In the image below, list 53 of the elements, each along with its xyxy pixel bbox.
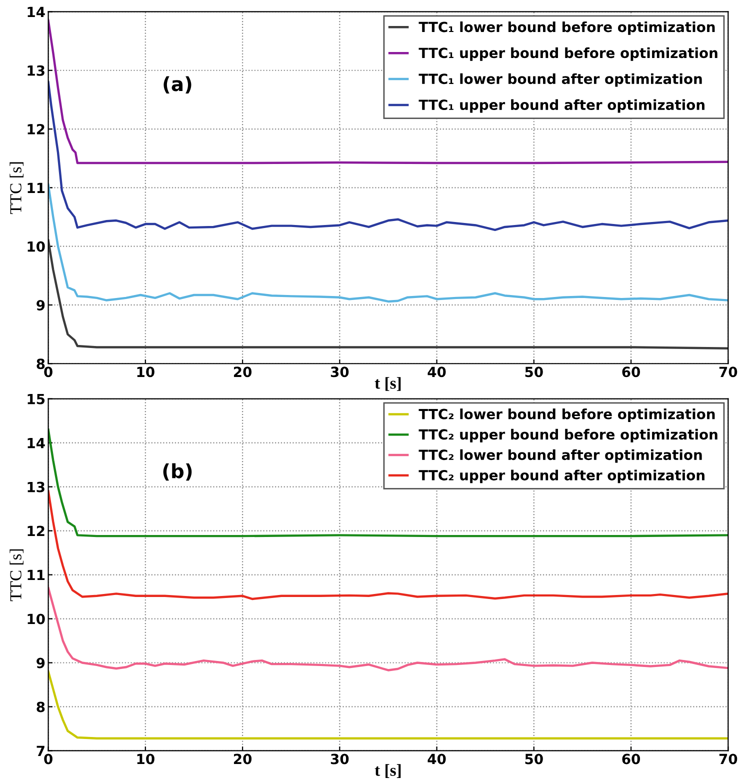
legend-label: TTC₁ lower bound before optimization — [418, 21, 715, 35]
legend-label: TTC₁ upper bound after optimization — [418, 99, 704, 113]
x-tick-label: 30 — [330, 754, 349, 764]
x-tick-label: 70 — [719, 366, 738, 378]
y-tick-label: 12 — [28, 526, 44, 536]
legend-label: TTC₂ lower bound after optimization — [418, 449, 702, 463]
x-tick-label: 10 — [137, 366, 154, 378]
y-axis-title: TTC [s] — [10, 549, 24, 602]
x-axis-title: t [s] — [374, 377, 401, 391]
y-tick-label: 11 — [28, 182, 45, 193]
annotation: (a) — [164, 76, 192, 94]
y-tick-label: 8 — [36, 358, 45, 370]
legend-label: TTC₂ upper bound after optimization — [418, 470, 704, 484]
x-tick-label: 70 — [719, 754, 738, 764]
y-tick-label: 10 — [28, 241, 45, 252]
y-tick-label: 10 — [28, 614, 45, 624]
x-tick-label: 20 — [234, 366, 252, 378]
x-axis-title: t [s] — [374, 764, 401, 778]
y-tick-label: 14 — [28, 438, 45, 448]
y-tick-label: 9 — [36, 658, 45, 668]
y-tick-label: 7 — [36, 746, 44, 756]
y-tick-label: 15 — [28, 394, 45, 404]
y-tick-label: 12 — [28, 124, 44, 134]
line-series — [48, 670, 728, 740]
y-tick-label: 8 — [36, 702, 45, 712]
x-tick-label: 10 — [137, 754, 154, 764]
y-tick-label: 9 — [36, 300, 45, 310]
line-series — [48, 239, 728, 350]
x-tick-label: 0 — [44, 754, 52, 764]
line-series — [48, 184, 728, 303]
line-series — [48, 490, 728, 600]
x-tick-label: 20 — [234, 754, 252, 764]
line-series — [48, 428, 728, 538]
y-tick-label: 13 — [28, 482, 44, 492]
y-tick-label: 11 — [28, 570, 45, 580]
x-tick-label: 60 — [622, 754, 640, 764]
y-axis-title: TTC [s] — [10, 162, 24, 214]
x-tick-label: 30 — [330, 366, 349, 378]
x-tick-label: 60 — [622, 366, 640, 378]
annotation: (b) — [163, 463, 192, 481]
x-tick-label: 40 — [428, 366, 446, 378]
y-tick-label: 13 — [28, 65, 44, 76]
y-tick-label: 14 — [28, 6, 45, 18]
line-series — [48, 586, 728, 672]
line-series — [48, 19, 728, 164]
x-tick-label: 0 — [44, 366, 52, 378]
x-tick-label: 50 — [525, 754, 543, 764]
legend-label: TTC₁ lower bound after optimization — [418, 73, 702, 87]
x-tick-label: 50 — [525, 366, 543, 378]
legend-label: TTC₂ upper bound before optimization — [418, 428, 718, 442]
legend-label: TTC₁ upper bound before optimization — [418, 47, 718, 61]
x-tick-label: 40 — [428, 754, 446, 764]
legend-label: TTC₂ lower bound before optimization — [418, 408, 715, 422]
